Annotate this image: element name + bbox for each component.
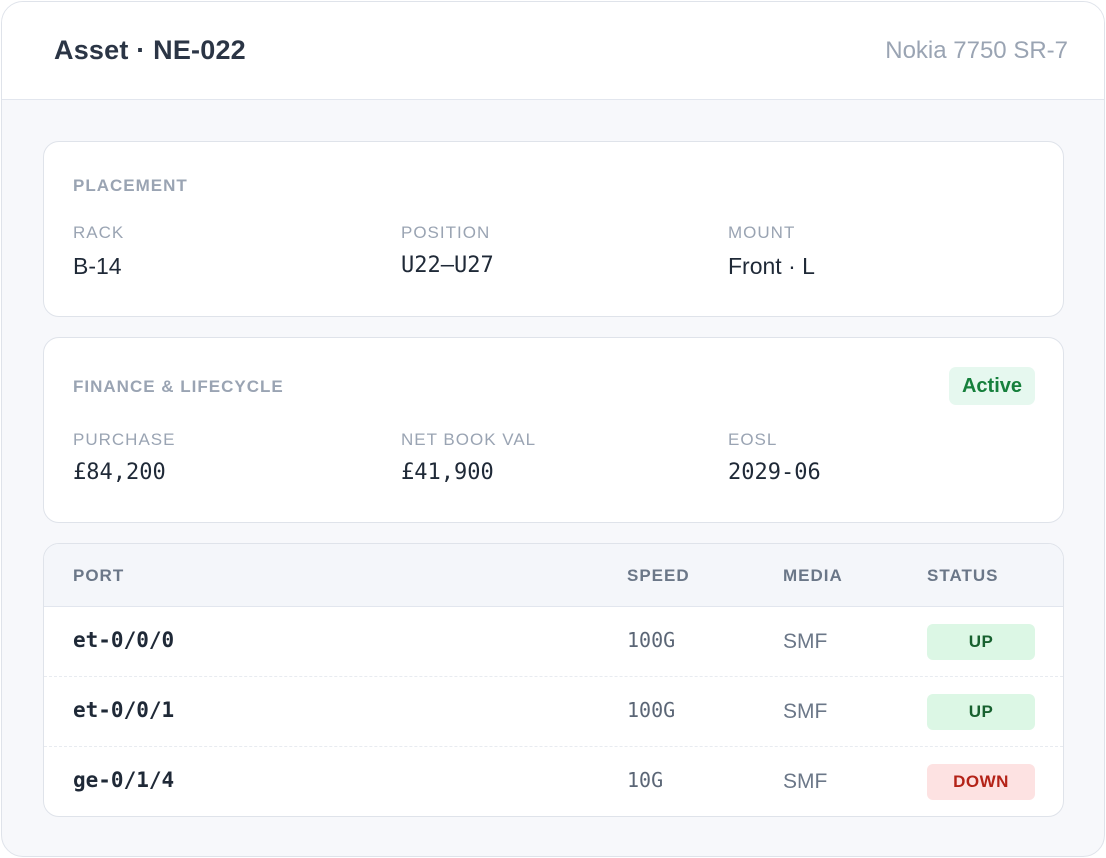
mount-value: Front · L xyxy=(728,253,815,279)
port-media: SMF xyxy=(783,630,828,653)
port-status-badge: DOWN xyxy=(927,764,1035,800)
ports-table-header: PORT SPEED MEDIA STATUS xyxy=(44,544,1063,607)
card-header: Asset · NE-022 Nokia 7750 SR-7 xyxy=(2,2,1104,100)
rack-field: RACK B-14 xyxy=(73,223,124,280)
net-book-value-field: NET BOOK VAL £41,900 xyxy=(401,430,536,485)
lifecycle-status-badge: Active xyxy=(948,367,1035,405)
port-media: SMF xyxy=(783,770,828,793)
placement-section-label: PLACEMENT xyxy=(73,176,188,195)
port-name: et-0/0/1 xyxy=(73,698,175,722)
net-book-value-value: £41,900 xyxy=(401,460,494,485)
mount-label: MOUNT xyxy=(728,223,796,242)
finance-section-label: FINANCE & LIFECYCLE xyxy=(73,377,284,396)
table-row[interactable]: ge-0/1/4 10G SMF DOWN xyxy=(44,747,1063,816)
rack-value: B-14 xyxy=(73,253,122,279)
position-label: POSITION xyxy=(401,223,491,242)
rack-label: RACK xyxy=(73,223,125,242)
eosl-label: EOSL xyxy=(728,430,778,449)
table-row[interactable]: et-0/0/0 100G SMF UP xyxy=(44,607,1063,677)
column-header-speed: SPEED xyxy=(627,566,690,585)
column-header-media: MEDIA xyxy=(783,566,843,585)
column-header-port: PORT xyxy=(73,566,125,585)
finance-panel: FINANCE & LIFECYCLE Active PURCHASE £84,… xyxy=(43,337,1064,523)
port-status-badge: UP xyxy=(927,694,1035,730)
net-book-value-label: NET BOOK VAL xyxy=(401,430,537,449)
port-media: SMF xyxy=(783,700,828,723)
port-speed: 100G xyxy=(627,628,676,652)
asset-title: Asset · NE-022 xyxy=(54,35,246,65)
purchase-label: PURCHASE xyxy=(73,430,176,449)
position-field: POSITION U22–U27 xyxy=(401,223,494,278)
placement-panel: PLACEMENT RACK B-14 POSITION U22–U27 MOU… xyxy=(43,141,1064,317)
eosl-field: EOSL 2029-06 xyxy=(728,430,821,485)
port-name: ge-0/1/4 xyxy=(73,768,175,792)
mount-field: MOUNT Front · L xyxy=(728,223,815,280)
position-value: U22–U27 xyxy=(401,253,494,278)
ports-table: PORT SPEED MEDIA STATUS et-0/0/0 100G SM… xyxy=(43,543,1064,817)
purchase-value: £84,200 xyxy=(73,460,166,485)
port-speed: 10G xyxy=(627,768,664,792)
eosl-value: 2029-06 xyxy=(728,460,821,485)
purchase-field: PURCHASE £84,200 xyxy=(73,430,175,485)
port-speed: 100G xyxy=(627,698,676,722)
column-header-status: STATUS xyxy=(927,566,999,585)
device-model: Nokia 7750 SR-7 xyxy=(885,36,1068,64)
table-row[interactable]: et-0/0/1 100G SMF UP xyxy=(44,677,1063,747)
port-status-badge: UP xyxy=(927,624,1035,660)
port-name: et-0/0/0 xyxy=(73,628,175,652)
